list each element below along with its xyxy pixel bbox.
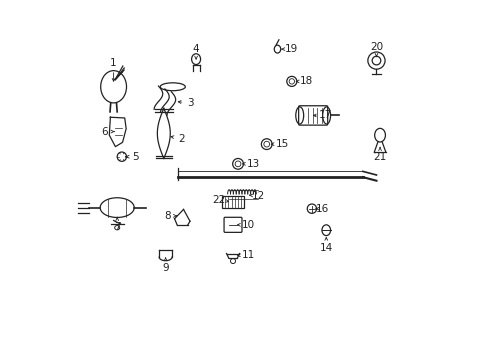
Text: 12: 12	[252, 191, 265, 201]
Text: 21: 21	[373, 152, 386, 162]
Text: 1: 1	[110, 58, 117, 68]
Text: 16: 16	[315, 204, 328, 214]
Text: 8: 8	[164, 211, 170, 221]
Text: 2: 2	[178, 134, 184, 144]
Text: 3: 3	[187, 98, 194, 108]
Text: 22: 22	[212, 195, 225, 205]
Text: 4: 4	[192, 44, 199, 54]
Text: 19: 19	[285, 44, 298, 54]
Text: 14: 14	[319, 243, 332, 253]
Text: 6: 6	[101, 127, 108, 136]
Text: 9: 9	[162, 263, 168, 273]
Text: 18: 18	[299, 76, 312, 86]
Text: 5: 5	[132, 152, 138, 162]
Text: 11: 11	[241, 250, 254, 260]
Text: 10: 10	[241, 220, 254, 230]
Text: 20: 20	[369, 42, 382, 52]
Text: 15: 15	[275, 139, 288, 149]
Text: 7: 7	[114, 222, 120, 231]
Bar	[222, 197, 244, 208]
Text: 17: 17	[318, 111, 331, 121]
Text: 13: 13	[246, 159, 260, 169]
